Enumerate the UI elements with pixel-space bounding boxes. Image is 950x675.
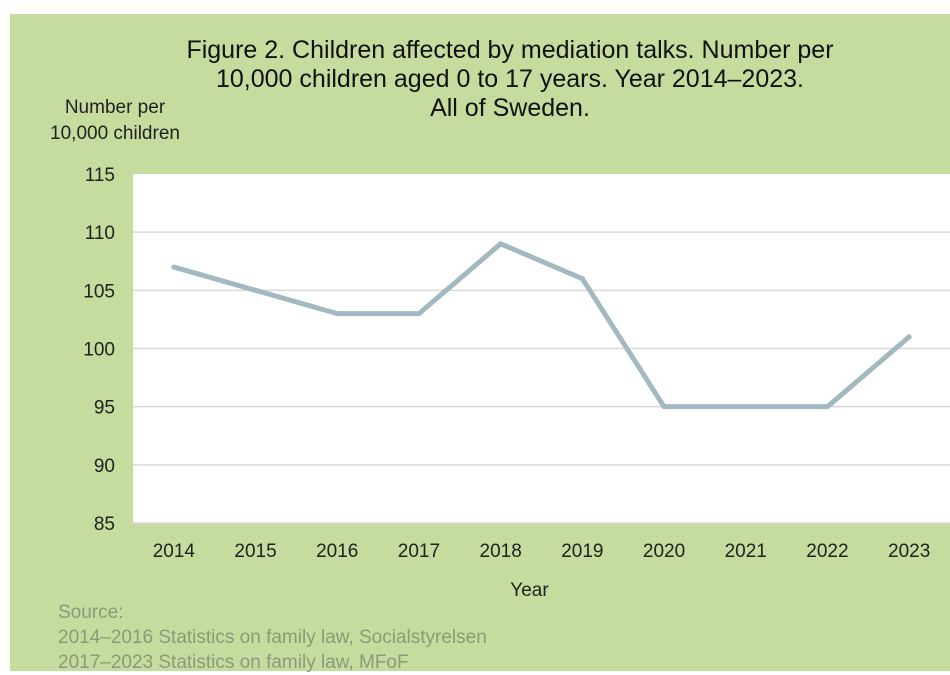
data-point-2016 [334,311,340,317]
y-tick-label: 90 [94,456,115,477]
data-point-2014 [171,264,177,270]
x-axis-label: Year [510,580,549,601]
source-line-2: 2014–2016 Statistics on family law, Soci… [58,627,487,648]
x-tick-label: 2015 [234,541,276,562]
data-point-2022 [824,404,830,410]
source-line-1: Source: [58,602,124,623]
title-line-3: All of Sweden. [430,94,590,122]
x-tick-label: 2017 [398,541,440,562]
y-tick-label: 110 [85,223,115,244]
data-point-2023 [906,334,912,340]
x-tick-label: 2021 [725,541,767,562]
title-line-2: 10,000 children aged 0 to 17 years. Year… [216,65,804,93]
x-tick-label: 2020 [643,541,685,562]
data-point-2017 [416,311,422,317]
chart-title: Figure 2. Children affected by mediation… [150,36,870,123]
y-tick-label: 95 [94,398,115,419]
series-line-0 [171,241,912,410]
x-tick-label: 2014 [153,541,196,562]
y-tick-label: 100 [83,340,115,361]
source-note: Source: 2014–2016 Statistics on family l… [58,600,487,675]
y-axis-label-line-1: Number per [64,97,166,118]
data-point-2021 [743,404,749,410]
y-tick-label: 105 [83,281,115,302]
x-tick-label: 2019 [561,541,603,562]
data-point-2018 [498,241,504,247]
x-tick-label: 2018 [480,541,522,562]
y-tick-label: 115 [85,165,115,186]
x-tick-label: 2022 [806,541,848,562]
x-tick-label: 2023 [888,541,930,562]
data-point-2015 [253,287,259,293]
data-point-2020 [661,404,667,410]
source-line-3: 2017–2023 Statistics on family law, MFoF [58,652,409,673]
y-tick-label: 85 [94,514,115,535]
title-line-1: Figure 2. Children affected by mediation… [186,36,834,64]
y-axis-label: Number per 10,000 children [30,95,200,147]
x-tick-label: 2016 [316,541,358,562]
data-point-2019 [579,276,585,282]
y-axis-label-line-2: 10,000 children [50,123,180,144]
